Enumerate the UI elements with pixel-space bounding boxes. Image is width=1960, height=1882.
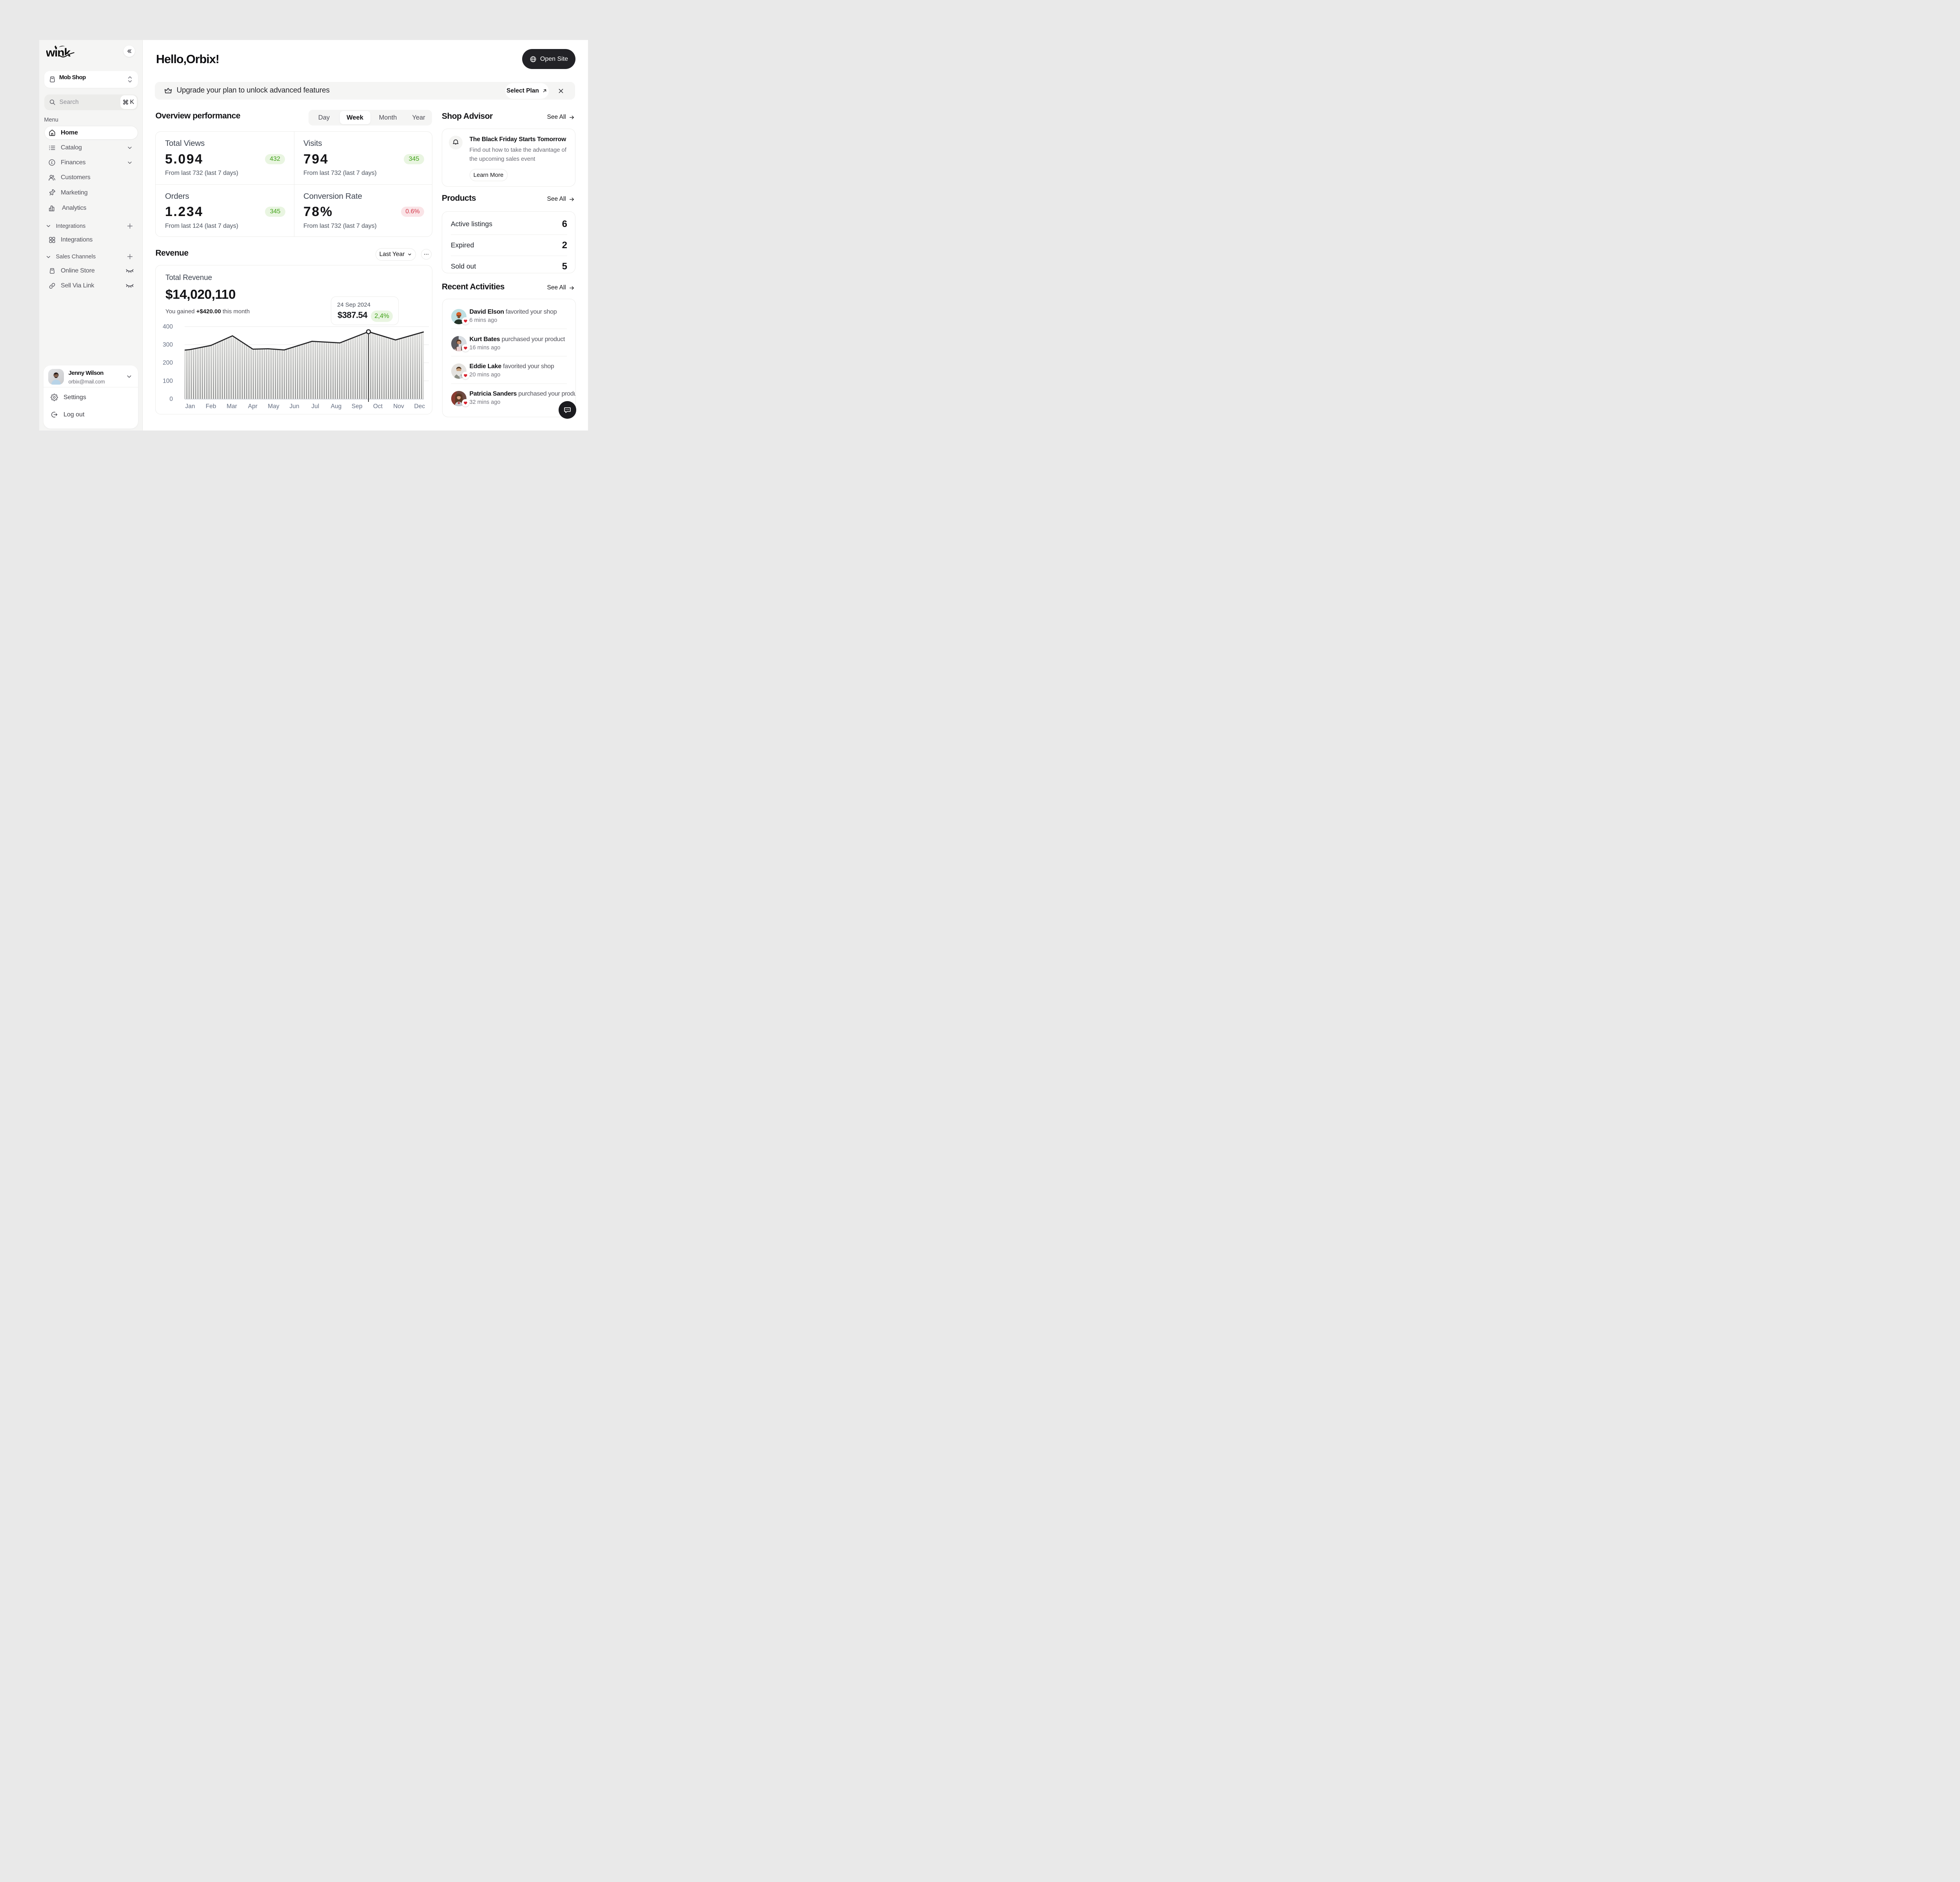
svg-text:100: 100 bbox=[163, 378, 173, 384]
svg-text:Aug: Aug bbox=[331, 403, 342, 410]
svg-text:wink: wink bbox=[46, 46, 71, 59]
svg-text:400: 400 bbox=[163, 323, 173, 330]
svg-text:Jul: Jul bbox=[311, 403, 319, 410]
svg-text:Feb: Feb bbox=[206, 403, 216, 410]
svg-text:Jun: Jun bbox=[290, 403, 299, 410]
svg-text:£: £ bbox=[51, 161, 53, 165]
svg-text:Apr: Apr bbox=[248, 403, 258, 410]
svg-text:Sep: Sep bbox=[352, 403, 363, 410]
svg-text:May: May bbox=[268, 403, 279, 410]
svg-text:Nov: Nov bbox=[393, 403, 404, 410]
svg-text:Oct: Oct bbox=[373, 403, 383, 410]
svg-text:Jan: Jan bbox=[185, 403, 195, 410]
svg-text:300: 300 bbox=[163, 342, 173, 348]
svg-text:Mar: Mar bbox=[227, 403, 237, 410]
svg-text:0: 0 bbox=[169, 396, 173, 403]
svg-text:200: 200 bbox=[163, 360, 173, 366]
svg-text:Dec: Dec bbox=[414, 403, 425, 410]
